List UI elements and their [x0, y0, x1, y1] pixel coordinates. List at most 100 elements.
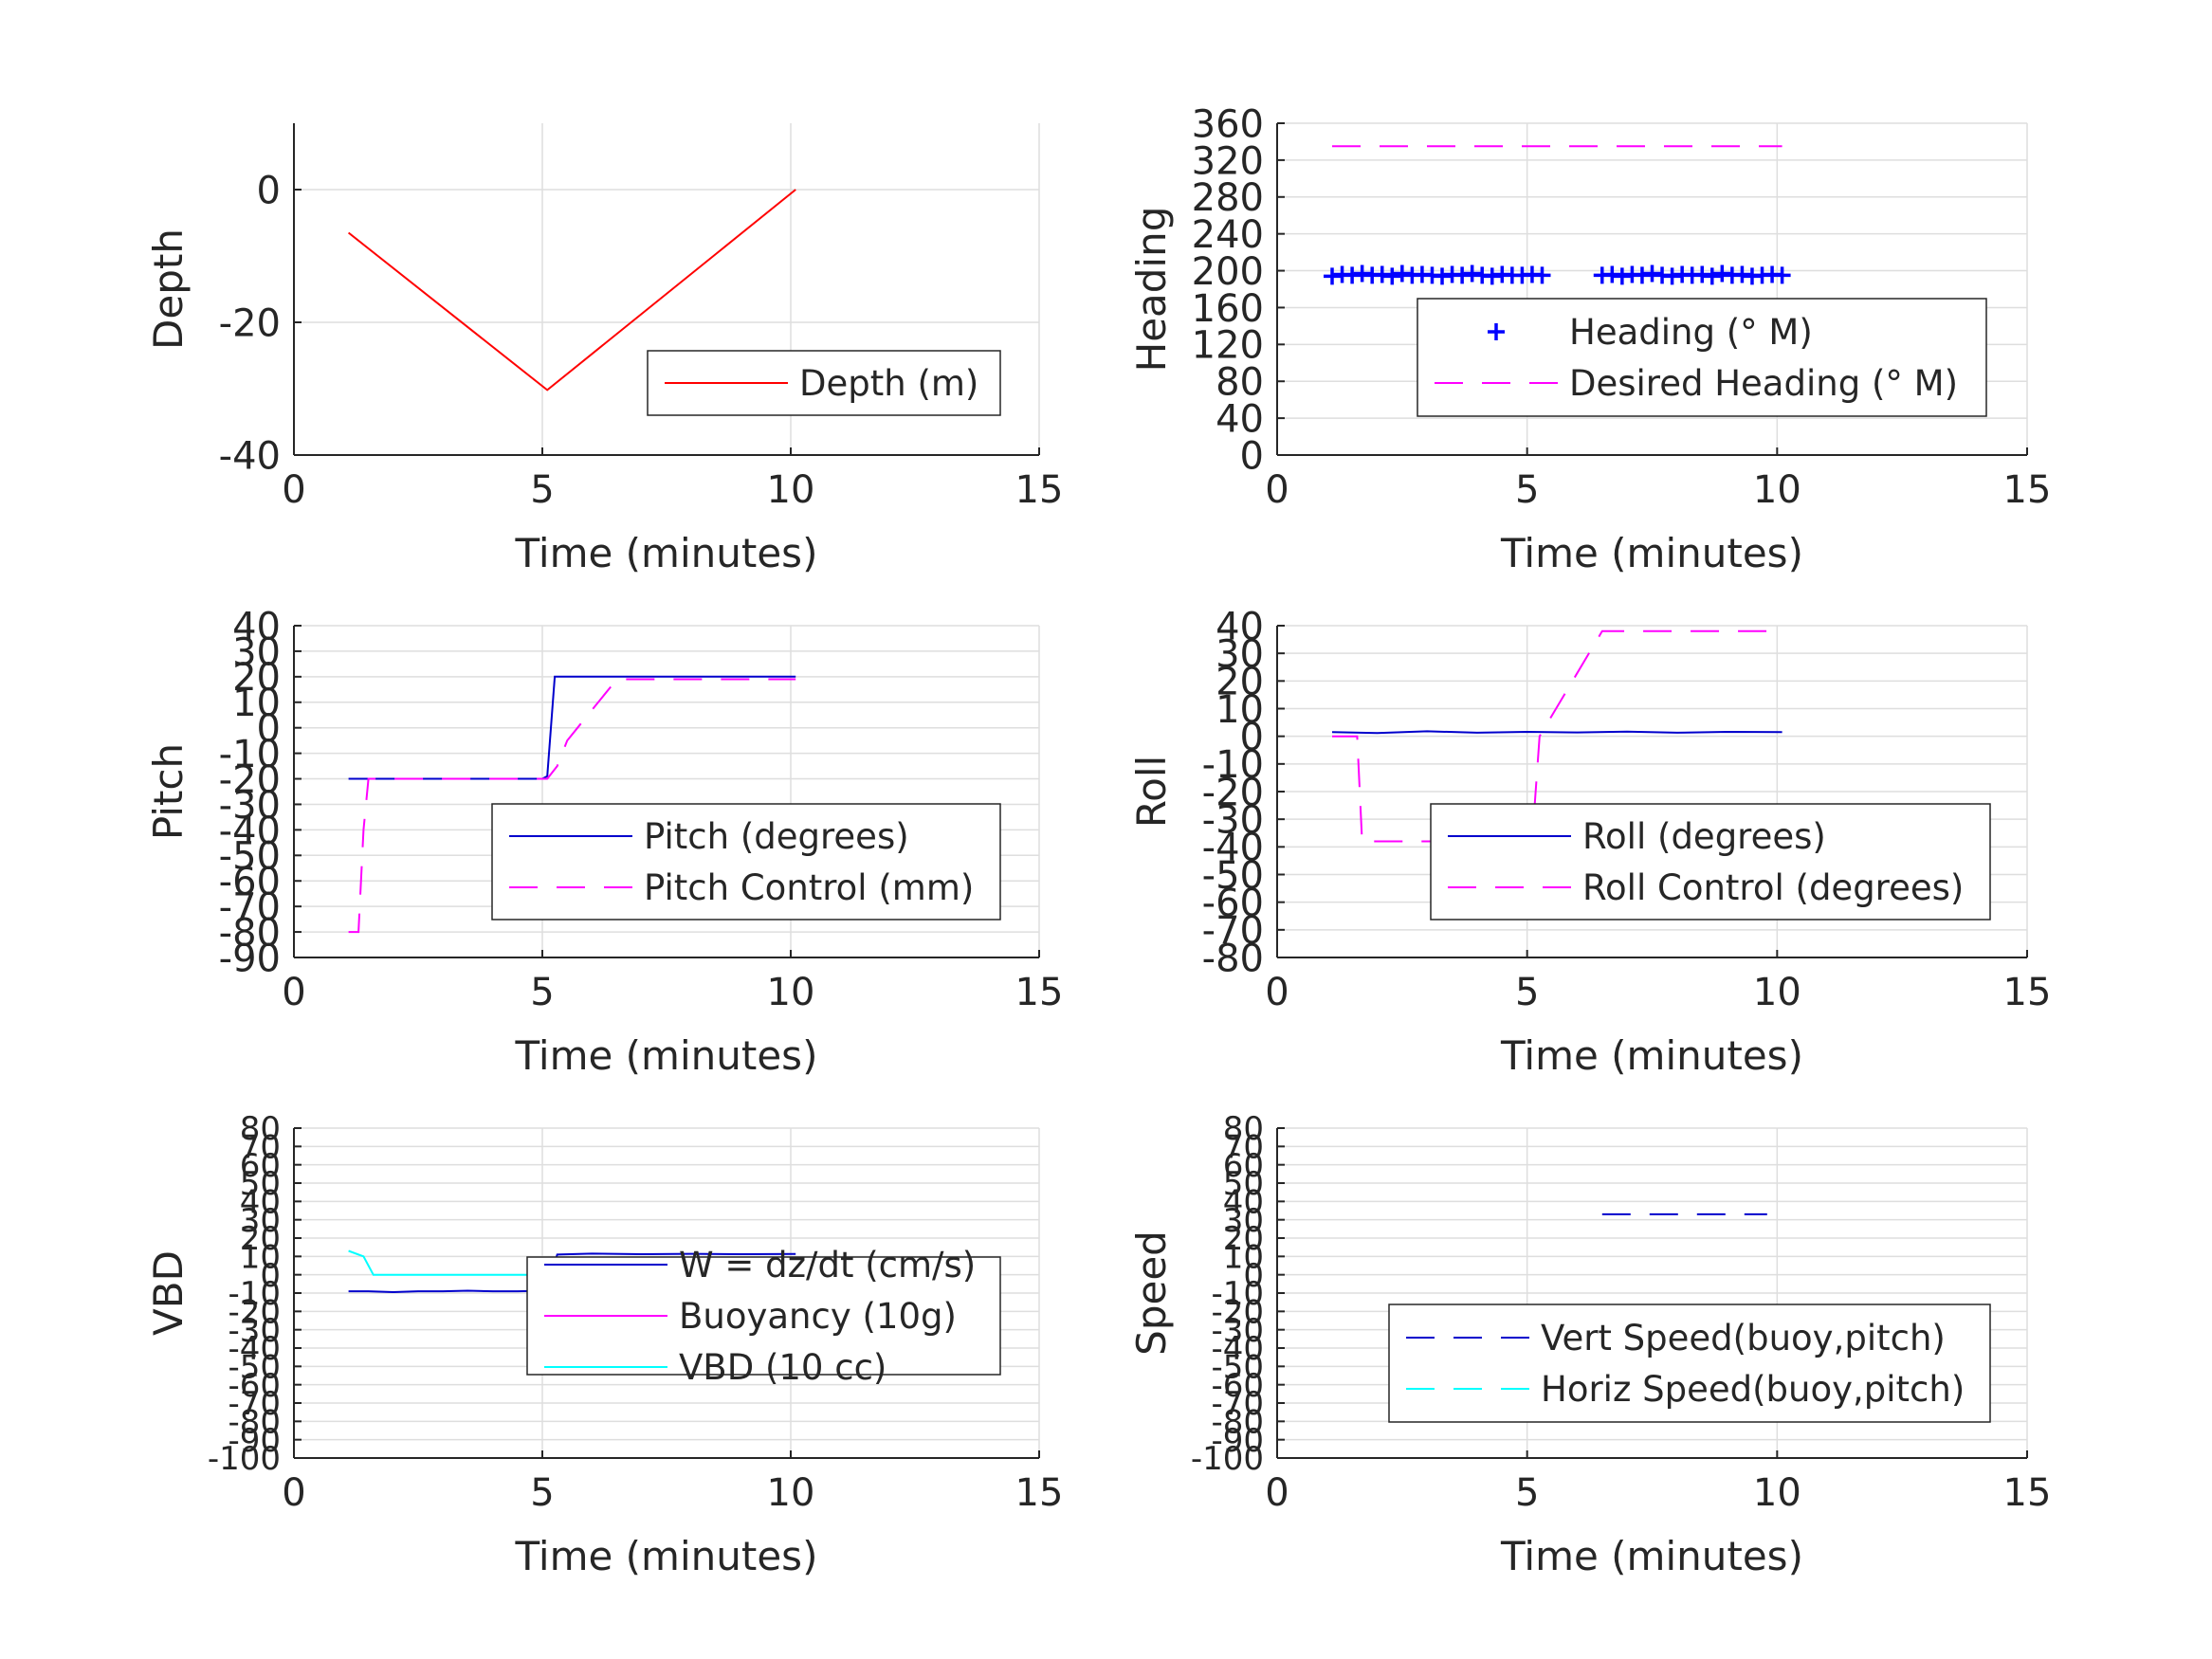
y-tick-label: -20 — [1211, 1294, 1264, 1332]
x-axis-label: Time (minutes) — [515, 1533, 818, 1579]
heading-marker — [1353, 264, 1371, 283]
subplot-depth: 0 5 10 15 0 -20 -40 Time (minutes) Depth Depth (m… — [145, 123, 1063, 576]
y-axis-label: Roll — [1128, 756, 1175, 828]
x-tick-label: 15 — [2003, 468, 2052, 512]
x-tick-label: 10 — [1753, 971, 1801, 1014]
heading-marker — [1344, 266, 1362, 284]
x-tick-label: 5 — [530, 971, 554, 1014]
heading-marker — [1703, 267, 1721, 285]
heading-marker — [1603, 265, 1621, 283]
y-tick-label: -60 — [1211, 1367, 1264, 1405]
heading-marker — [1393, 264, 1411, 283]
x-tick-label: 0 — [1265, 468, 1289, 512]
y-tick-label: -90 — [1211, 1422, 1264, 1460]
y-tick-label: 50 — [1223, 1165, 1264, 1203]
y-tick-label: -20 — [228, 1294, 281, 1332]
y-tick-label: 280 — [1192, 176, 1264, 220]
y-tick-label: -100 — [1191, 1440, 1264, 1478]
y-tick-label: 0 — [257, 169, 281, 212]
y-tick-label: 30 — [240, 1202, 281, 1240]
subplot-speed: 0 5 10 1580706050403020100-10-20-30-40-50-6… — [1128, 1110, 2051, 1579]
y-tick-label: -30 — [1202, 799, 1264, 843]
subplot-pitch: 0 5 10 15403020100-10-20-30-40-50-60-70-80-… — [145, 605, 1063, 1079]
legend: Vert Speed(buoy,pitch) Horiz Speed(buoy,p… — [1388, 1304, 1991, 1423]
y-axis-label: Heading — [1128, 207, 1175, 373]
x-tick-label: 5 — [1515, 468, 1539, 512]
y-axis-label: Speed — [1128, 1231, 1175, 1356]
y-tick-label: 20 — [1223, 1220, 1264, 1258]
x-axis-label: Time (minutes) — [1500, 530, 1803, 576]
y-tick-label: 30 — [1223, 1202, 1264, 1240]
y-tick-label: -90 — [228, 1422, 281, 1460]
y-tick-label: -90 — [219, 937, 281, 980]
y-tick-label: -60 — [228, 1367, 281, 1405]
legend-label: Desired Heading (° M) — [1569, 363, 1958, 404]
legend-label: Heading (° M) — [1569, 312, 1813, 353]
x-tick-label: 10 — [1753, 1471, 1801, 1515]
legend-box — [491, 803, 1001, 921]
heading-marker — [1643, 264, 1661, 283]
x-tick-label: 10 — [767, 1471, 815, 1515]
y-tick-label: 10 — [1223, 1239, 1264, 1277]
y-tick-label: -50 — [228, 1349, 281, 1387]
heading-marker — [1483, 267, 1501, 285]
heading-marker — [1773, 266, 1791, 284]
y-tick-label: 240 — [1192, 213, 1264, 257]
y-tick-label: 40 — [232, 605, 281, 648]
y-tick-label: -40 — [228, 1330, 281, 1368]
x-tick-label: 15 — [2003, 1471, 2052, 1515]
y-tick-label: 80 — [240, 1110, 281, 1148]
y-tick-label: 40 — [240, 1184, 281, 1222]
y-tick-label: 50 — [240, 1165, 281, 1203]
heading-marker — [1324, 267, 1342, 285]
y-tick-label: -20 — [219, 301, 281, 345]
legend-label: Depth (m) — [799, 363, 978, 404]
legend-marker — [1488, 323, 1505, 340]
heading-marker — [1633, 266, 1651, 284]
y-tick-label: -80 — [1211, 1404, 1264, 1442]
y-axis-label: VBD — [145, 1250, 192, 1336]
heading-marker — [1434, 267, 1452, 285]
y-tick-label: 20 — [240, 1220, 281, 1258]
y-tick-label: 160 — [1192, 287, 1264, 331]
y-tick-label: 0 — [260, 1257, 281, 1295]
y-tick-label: 20 — [232, 656, 281, 700]
y-tick-label: -80 — [1202, 937, 1264, 980]
legend-label: Vert Speed(buoy,pitch) — [1541, 1318, 1946, 1358]
x-tick-label: 15 — [1015, 971, 1064, 1014]
y-tick-label: 20 — [1216, 661, 1264, 704]
y-tick-label: 0 — [257, 707, 281, 751]
y-tick-label: -50 — [219, 835, 281, 879]
x-tick-label: 15 — [1015, 1471, 1064, 1515]
series-line — [348, 675, 796, 780]
x-axis-label: Time (minutes) — [515, 530, 818, 576]
x-tick-label: 5 — [1515, 1471, 1539, 1515]
heading-marker — [1463, 264, 1481, 283]
heading-marker — [1373, 265, 1391, 283]
y-tick-label: 200 — [1192, 250, 1264, 294]
x-tick-label: 0 — [282, 1471, 305, 1515]
y-tick-label: 10 — [240, 1239, 281, 1277]
subplot-vbd: 0 5 10 1580706050403020100-10-20-30-40-50-6… — [145, 1110, 1063, 1579]
x-axis-label: Time (minutes) — [1500, 1533, 1803, 1579]
y-tick-label: 0 — [1240, 716, 1264, 759]
x-tick-label: 0 — [1265, 971, 1289, 1014]
x-axis-label: Time (minutes) — [515, 1032, 818, 1079]
y-tick-label: -70 — [219, 886, 281, 930]
x-tick-label: 5 — [530, 468, 554, 512]
y-tick-label: 30 — [1216, 633, 1264, 677]
y-tick-label: 60 — [240, 1147, 281, 1185]
legend: Roll (degrees) Roll Control (degrees) — [1430, 803, 1991, 921]
y-tick-label: -10 — [228, 1275, 281, 1313]
x-axis-label: Time (minutes) — [1500, 1032, 1803, 1079]
y-tick-label: 30 — [232, 630, 281, 674]
legend-label: Buoyancy (10g) — [679, 1296, 957, 1337]
y-tick-label: -40 — [219, 810, 281, 853]
y-tick-label: 120 — [1192, 324, 1264, 368]
legend-label: VBD (10 cc) — [679, 1347, 887, 1388]
y-axis-label: Pitch — [145, 743, 192, 840]
x-tick-label: 0 — [282, 971, 305, 1014]
y-tick-label: -30 — [228, 1312, 281, 1350]
y-tick-label: -80 — [228, 1404, 281, 1442]
heading-marker — [1613, 267, 1631, 285]
